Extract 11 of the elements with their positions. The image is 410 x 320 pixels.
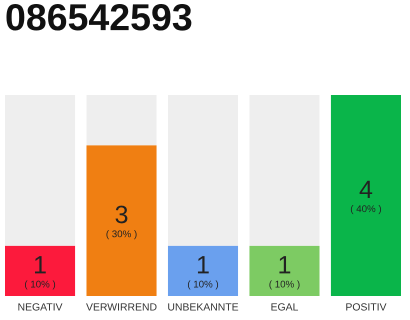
chart-title: 086542593 <box>6 4 192 31</box>
data-label: 1 ( 10% ) <box>188 256 218 290</box>
data-label: 1 ( 10% ) <box>269 256 300 290</box>
x-tick-label: EGAL <box>271 303 298 311</box>
data-label: 1 ( 10% ) <box>24 256 56 290</box>
x-tick-label: NEGATIV <box>18 303 62 311</box>
x-tick-label: POSITIV <box>346 303 386 311</box>
x-tick-label: UNBEKANNTE <box>168 303 238 311</box>
data-label: 3 ( 30% ) <box>106 206 137 240</box>
data-label: 4 ( 40% ) <box>350 180 382 214</box>
x-tick-label: VERWIRREND <box>86 303 157 310</box>
